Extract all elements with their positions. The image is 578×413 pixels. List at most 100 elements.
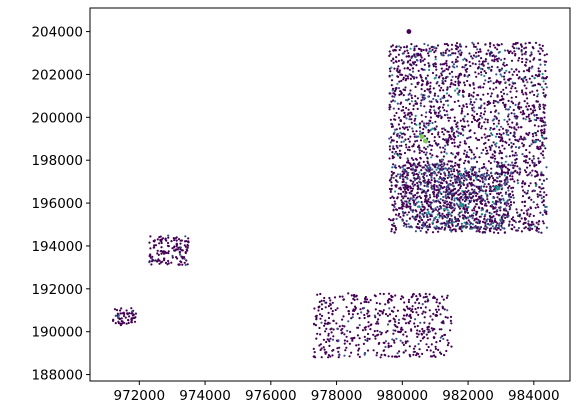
data-point xyxy=(435,168,438,171)
data-point xyxy=(498,172,501,176)
data-point xyxy=(320,299,323,302)
data-point xyxy=(411,75,414,78)
data-point xyxy=(395,144,398,147)
data-point xyxy=(444,167,447,170)
data-point xyxy=(394,190,397,193)
data-point xyxy=(424,171,427,175)
data-point xyxy=(513,154,516,157)
data-point xyxy=(509,50,512,53)
data-point xyxy=(320,356,323,359)
data-point xyxy=(478,167,481,170)
data-point xyxy=(533,141,537,144)
data-point xyxy=(508,205,511,208)
data-point xyxy=(434,111,437,114)
data-point xyxy=(523,200,527,203)
data-point xyxy=(419,104,422,107)
data-point xyxy=(464,225,467,228)
data-point xyxy=(390,125,393,128)
data-point xyxy=(424,311,427,314)
data-point xyxy=(453,100,456,103)
data-point xyxy=(523,221,526,224)
data-point xyxy=(123,312,126,316)
data-point xyxy=(426,156,429,159)
data-point xyxy=(544,94,547,97)
data-point xyxy=(500,167,503,170)
data-point xyxy=(524,161,528,164)
data-point xyxy=(483,110,487,113)
data-point xyxy=(504,181,507,184)
data-point xyxy=(500,221,503,225)
data-point xyxy=(432,193,435,196)
data-point xyxy=(496,66,499,69)
data-point xyxy=(398,45,401,48)
data-point xyxy=(463,81,466,84)
data-point xyxy=(156,249,159,252)
data-point xyxy=(165,239,168,242)
data-point xyxy=(532,104,535,107)
data-point xyxy=(473,132,476,135)
data-point xyxy=(473,87,476,90)
data-point xyxy=(498,132,501,135)
data-point xyxy=(455,152,458,155)
data-point xyxy=(511,121,514,124)
data-point xyxy=(402,168,405,171)
data-point xyxy=(372,349,375,352)
data-point xyxy=(473,115,476,118)
data-point xyxy=(507,202,510,205)
data-point xyxy=(396,67,399,70)
data-point xyxy=(497,57,500,60)
data-point xyxy=(127,319,130,322)
data-point xyxy=(410,157,413,160)
data-point xyxy=(397,123,400,126)
data-point xyxy=(498,225,501,228)
data-point xyxy=(482,148,485,151)
data-point xyxy=(453,141,456,144)
data-point xyxy=(513,50,516,53)
data-point xyxy=(488,67,491,70)
data-point xyxy=(478,215,481,218)
data-point xyxy=(397,321,400,325)
data-point xyxy=(395,111,398,115)
data-point xyxy=(480,209,483,212)
data-point xyxy=(531,139,534,142)
data-point xyxy=(409,185,412,188)
data-point xyxy=(445,138,448,141)
data-point xyxy=(398,136,401,139)
data-point xyxy=(487,174,490,177)
data-point xyxy=(395,337,398,340)
data-point xyxy=(389,188,392,191)
data-point xyxy=(527,184,531,187)
data-point xyxy=(412,353,415,356)
data-point xyxy=(470,55,473,58)
data-point xyxy=(508,185,511,188)
data-point xyxy=(524,217,527,221)
data-point xyxy=(403,184,406,187)
data-point xyxy=(537,93,540,96)
data-point xyxy=(414,114,417,117)
data-point xyxy=(488,214,491,218)
data-point xyxy=(511,45,514,48)
data-point xyxy=(441,222,444,225)
data-point xyxy=(527,115,530,118)
data-point xyxy=(473,192,476,195)
data-point xyxy=(486,198,489,201)
data-point xyxy=(504,81,507,84)
data-point xyxy=(153,246,156,249)
data-point xyxy=(451,211,454,214)
data-point xyxy=(505,69,508,72)
data-point xyxy=(401,52,404,55)
data-point xyxy=(407,222,410,226)
data-point xyxy=(426,183,429,186)
data-point xyxy=(416,139,419,142)
data-point xyxy=(448,219,451,222)
data-point xyxy=(524,159,528,162)
data-point xyxy=(499,191,502,194)
data-point xyxy=(466,75,469,78)
data-point xyxy=(392,222,395,225)
data-point xyxy=(148,241,151,244)
data-point xyxy=(444,49,447,52)
data-point xyxy=(503,103,506,106)
data-point xyxy=(485,174,488,177)
data-point xyxy=(518,173,521,176)
data-point xyxy=(368,337,371,340)
